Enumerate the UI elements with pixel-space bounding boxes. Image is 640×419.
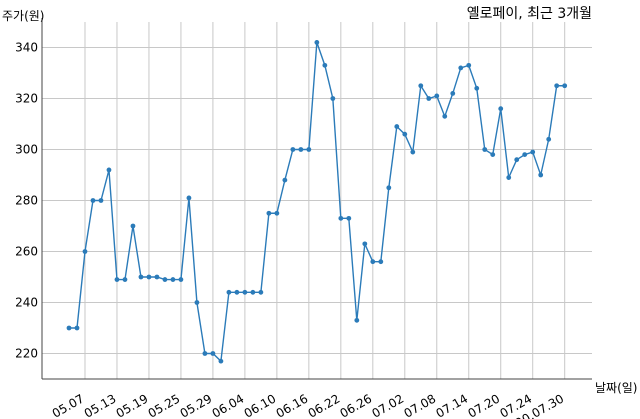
x-tick-label: 05.25 xyxy=(146,391,183,419)
data-point xyxy=(378,259,384,265)
data-point xyxy=(450,91,456,96)
price-series-line xyxy=(69,42,565,363)
data-point xyxy=(346,215,352,221)
data-point xyxy=(314,40,320,45)
data-point xyxy=(298,147,304,152)
data-point xyxy=(122,277,128,282)
data-point xyxy=(498,106,504,112)
price-points xyxy=(66,40,568,364)
x-tick-label: 05.13 xyxy=(82,391,119,419)
data-point xyxy=(402,131,408,137)
data-point xyxy=(370,259,376,265)
data-point xyxy=(282,177,288,183)
data-point xyxy=(266,210,272,216)
y-axis-label: 주가(원) xyxy=(2,9,44,23)
data-point xyxy=(338,215,344,221)
data-point xyxy=(162,277,168,282)
y-tick-label: 260 xyxy=(15,245,38,259)
data-point xyxy=(178,277,184,282)
data-point xyxy=(154,274,160,280)
gridlines xyxy=(42,22,592,379)
chart-title: 옐로페이, 최근 3개월 xyxy=(467,6,592,22)
data-point xyxy=(546,136,552,142)
data-point xyxy=(74,325,80,331)
x-tick-label: 06.22 xyxy=(306,391,343,419)
data-point xyxy=(482,147,488,152)
data-point xyxy=(98,198,104,203)
data-point xyxy=(202,351,208,356)
data-point xyxy=(218,358,224,364)
data-point xyxy=(114,277,120,282)
data-point xyxy=(306,147,312,152)
data-point xyxy=(194,300,200,305)
y-tick-label: 220 xyxy=(15,347,38,361)
data-point xyxy=(242,289,248,295)
x-tick-label: 06.10 xyxy=(242,391,279,419)
data-point xyxy=(210,351,216,356)
data-point xyxy=(234,289,240,295)
x-tick-labels: 05.0705.1305.1905.2505.2906.0406.1006.16… xyxy=(50,391,566,419)
x-tick-label: 06.26 xyxy=(338,391,375,419)
data-point xyxy=(418,83,424,89)
data-point xyxy=(354,317,360,323)
data-point xyxy=(474,85,480,91)
y-tick-label: 240 xyxy=(15,296,38,310)
x-tick-label: 07.14 xyxy=(433,391,470,419)
data-point xyxy=(330,96,336,101)
data-point xyxy=(490,152,496,158)
data-point xyxy=(554,83,560,89)
data-point xyxy=(466,62,472,68)
data-point xyxy=(90,198,96,203)
data-point xyxy=(538,172,544,178)
x-tick-label: 07.20 xyxy=(465,391,502,419)
data-point xyxy=(514,157,520,163)
data-point xyxy=(434,93,440,99)
data-point xyxy=(226,289,232,295)
y-tick-labels: 220 240 260 280 300 320 340 xyxy=(15,41,38,361)
data-point xyxy=(82,249,88,254)
data-point xyxy=(394,124,400,129)
x-tick-label: 05.07 xyxy=(50,391,87,419)
data-point xyxy=(170,277,176,282)
x-tick-label: 07.08 xyxy=(402,391,439,419)
data-point xyxy=(106,167,112,173)
x-tick-label: 05.19 xyxy=(114,391,151,419)
data-point xyxy=(322,62,328,68)
data-point xyxy=(506,175,512,180)
data-point xyxy=(130,223,136,229)
data-point xyxy=(186,195,192,201)
data-point xyxy=(458,65,464,71)
data-point xyxy=(250,289,256,295)
data-point xyxy=(146,274,152,280)
x-tick-label: 05.29 xyxy=(178,391,215,419)
data-point xyxy=(410,149,416,155)
x-axis-label: 날짜(일) xyxy=(595,381,637,395)
data-point xyxy=(274,210,280,216)
axes xyxy=(41,18,592,380)
data-point xyxy=(426,96,432,101)
y-tick-label: 280 xyxy=(15,194,38,208)
data-point xyxy=(362,241,368,247)
data-point xyxy=(386,185,392,191)
y-tick-label: 300 xyxy=(15,143,38,157)
data-point xyxy=(290,147,296,152)
y-tick-label: 340 xyxy=(15,41,38,55)
data-point xyxy=(530,149,536,155)
data-point xyxy=(442,113,448,119)
data-point xyxy=(562,83,568,89)
data-point xyxy=(66,325,72,331)
x-tick-label: 06.16 xyxy=(274,391,311,419)
x-tick-label: 07.02 xyxy=(370,391,407,419)
data-point xyxy=(138,274,144,280)
y-tick-label: 320 xyxy=(15,92,38,106)
x-tick-label: 06.04 xyxy=(210,391,247,419)
data-point xyxy=(522,152,528,158)
data-point xyxy=(258,289,264,295)
